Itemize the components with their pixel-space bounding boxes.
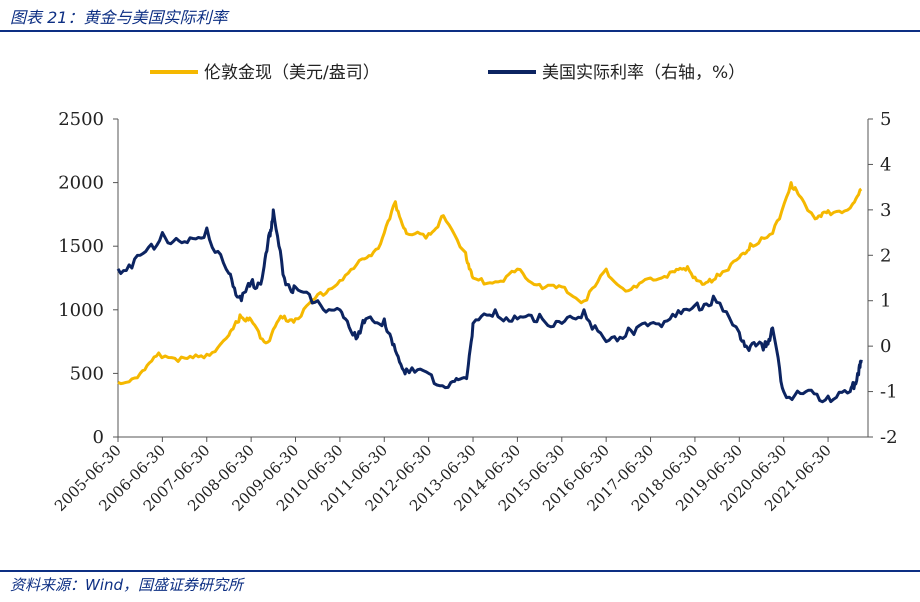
legend-label: 美国实际利率（右轴，%） bbox=[542, 63, 745, 83]
y-right-tick-label: 0 bbox=[880, 336, 891, 357]
source-note: 资料来源：Wind，国盛证券研究所 bbox=[10, 576, 244, 594]
y-right-tick-label: 4 bbox=[880, 154, 891, 175]
chart-axes bbox=[117, 119, 869, 438]
footer-divider bbox=[0, 570, 920, 572]
header-divider bbox=[0, 30, 920, 32]
figure-header: 图表 21：黄金与美国实际利率 bbox=[0, 0, 920, 30]
y-right-tick-label: -2 bbox=[880, 427, 898, 448]
series-lines bbox=[116, 181, 863, 404]
legend-label: 伦敦金现（美元/盎司） bbox=[204, 63, 380, 83]
y-left-tick-label: 2000 bbox=[58, 173, 104, 194]
chart-legend: 伦敦金现（美元/盎司） 美国实际利率（右轴，%） bbox=[150, 63, 745, 83]
series-line-left bbox=[117, 181, 863, 386]
y-left-tick-label: 0 bbox=[93, 427, 104, 448]
y-left-tick-label: 500 bbox=[70, 363, 104, 384]
x-tick-labels: 2005-06-302006-06-302007-06-302008-06-30… bbox=[51, 437, 835, 515]
y-left-tick-label: 1500 bbox=[58, 236, 104, 257]
y-left-tick-label: 2500 bbox=[58, 109, 104, 130]
line-chart: 2005-06-302006-06-302007-06-302008-06-30… bbox=[51, 63, 898, 515]
y-right-tick-label: 3 bbox=[880, 200, 891, 221]
series-line-right bbox=[116, 208, 863, 404]
figure-title: 图表 21：黄金与美国实际利率 bbox=[10, 8, 228, 27]
y-right-tick-label: 2 bbox=[880, 245, 891, 266]
y-right-tick-label: -1 bbox=[880, 382, 898, 403]
y-right-tick-label: 5 bbox=[880, 109, 891, 130]
y-right-tick-label: 1 bbox=[880, 291, 891, 312]
y-left-tick-label: 1000 bbox=[58, 300, 104, 321]
y-right-tick-labels: -2 -1 0 1 2 3 4 5 bbox=[868, 109, 898, 448]
y-left-tick-labels: 0 500 1000 1500 2000 2500 bbox=[58, 109, 118, 448]
